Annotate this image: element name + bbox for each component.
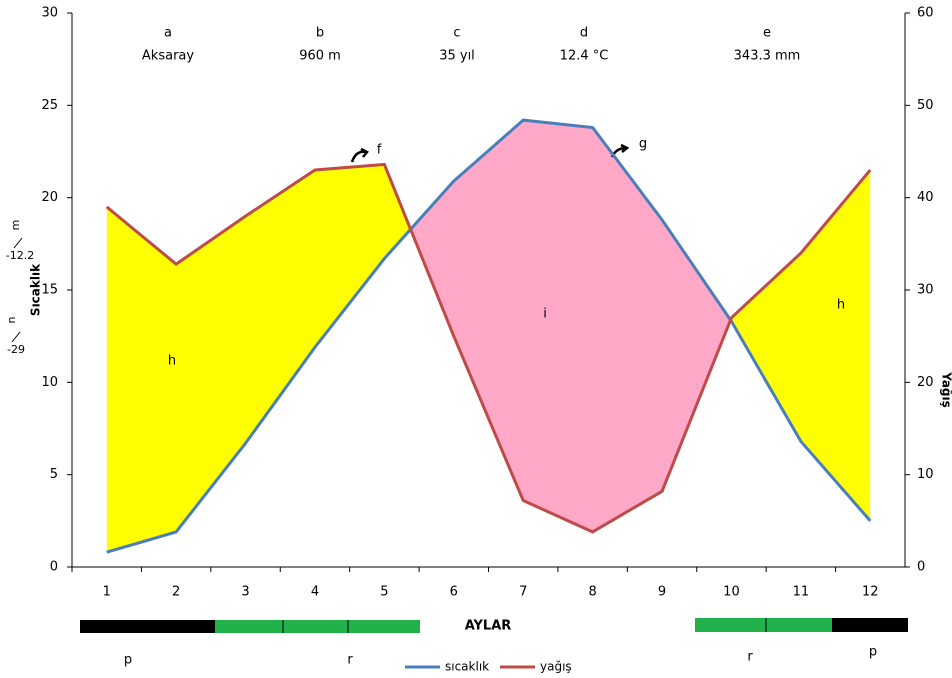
x-tick-label: 3 bbox=[241, 585, 249, 600]
x-axis-title: AYLAR bbox=[465, 619, 512, 634]
annotation: h bbox=[168, 354, 176, 369]
annotation: h bbox=[837, 298, 845, 313]
x-tick-label: 12 bbox=[862, 585, 879, 600]
y-tick-label: 30 bbox=[41, 6, 58, 21]
slash bbox=[11, 331, 21, 343]
annotation: r bbox=[747, 650, 753, 665]
header-letter: c bbox=[453, 26, 460, 41]
annotation: p bbox=[869, 645, 877, 660]
period-bar bbox=[80, 620, 215, 633]
series-line bbox=[106, 118, 872, 554]
series-line bbox=[105, 162, 872, 534]
annotation: -29 bbox=[7, 343, 25, 356]
y-tick-label: 5 bbox=[50, 467, 58, 482]
x-tick-label: 10 bbox=[723, 585, 740, 600]
y2-tick-label: 50 bbox=[917, 98, 934, 113]
y2-axis-title: Yağış bbox=[940, 371, 952, 408]
header-letter: e bbox=[763, 26, 771, 41]
annotation: g bbox=[639, 137, 647, 152]
x-tick-label: 11 bbox=[793, 585, 810, 600]
x-tick-label: 7 bbox=[519, 585, 527, 600]
x-tick-label: 1 bbox=[103, 585, 111, 600]
header-value: 960 m bbox=[299, 49, 341, 64]
y2-tick-label: 30 bbox=[917, 283, 934, 298]
annotation: m bbox=[9, 220, 22, 231]
period-bar bbox=[832, 618, 908, 632]
x-tick-label: 5 bbox=[380, 585, 388, 600]
annotation: p bbox=[124, 653, 132, 668]
x-tick-label: 2 bbox=[172, 585, 180, 600]
x-tick-label: 9 bbox=[658, 585, 666, 600]
y2-tick-label: 0 bbox=[917, 560, 925, 575]
period-bar bbox=[215, 620, 420, 633]
y2-tick-label: 10 bbox=[917, 467, 934, 482]
arrow bbox=[350, 147, 369, 163]
annotation: r bbox=[347, 653, 353, 668]
y-tick-label: 10 bbox=[41, 375, 58, 390]
annotation: i bbox=[543, 307, 547, 322]
x-tick-label: 4 bbox=[311, 585, 319, 600]
y2-tick-label: 20 bbox=[917, 375, 934, 390]
header-value: Aksaray bbox=[142, 49, 194, 64]
y2-tick-label: 40 bbox=[917, 190, 934, 205]
header-value: 12.4 °C bbox=[560, 49, 609, 64]
y-tick-label: 25 bbox=[41, 98, 58, 113]
annotation: n bbox=[5, 316, 18, 323]
period-bar bbox=[695, 618, 832, 632]
y-tick-label: 0 bbox=[50, 560, 58, 575]
annotation: -12.2 bbox=[6, 249, 34, 262]
header-value: 343.3 mm bbox=[734, 49, 801, 64]
slash bbox=[13, 237, 23, 249]
y2-tick-label: 60 bbox=[917, 6, 934, 21]
legend-label: yağış bbox=[540, 660, 572, 674]
y-tick-label: 20 bbox=[41, 190, 58, 205]
annotation: f bbox=[377, 143, 382, 158]
x-tick-label: 8 bbox=[588, 585, 596, 600]
x-tick-label: 6 bbox=[450, 585, 458, 600]
header-value: 35 yıl bbox=[439, 49, 475, 64]
y-tick-label: 15 bbox=[41, 283, 58, 298]
legend-label: sıcaklık bbox=[445, 660, 489, 674]
header-letter: b bbox=[316, 26, 324, 41]
header-letter: a bbox=[164, 26, 172, 41]
header-letter: d bbox=[580, 26, 588, 41]
y-axis-title: Sıcaklık bbox=[29, 263, 43, 316]
